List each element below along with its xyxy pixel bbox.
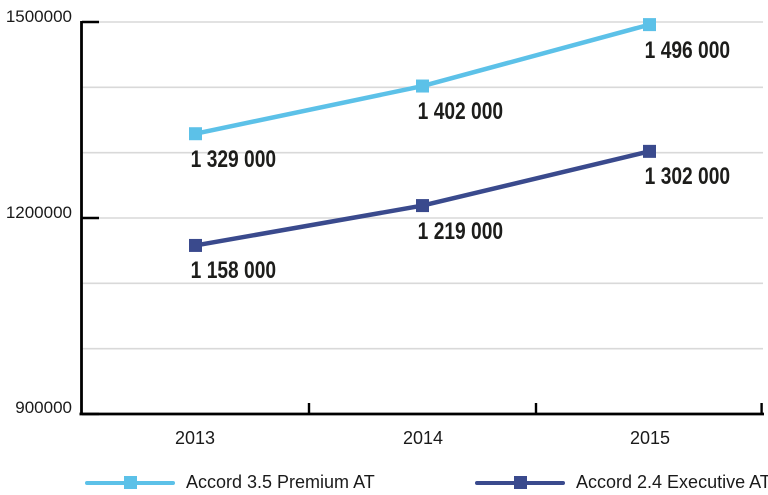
data-label-executive-2015: 1 302 000 xyxy=(618,165,758,189)
legend-item-premium: Accord 3.5 Premium AT xyxy=(85,470,375,495)
data-label-premium-2015: 1 496 000 xyxy=(618,36,758,64)
y-tick-label-900000: 900000 xyxy=(15,398,72,417)
data-label-text: 1 302 000 xyxy=(644,163,731,191)
legend-item-executive: Accord 2.4 Executive AT xyxy=(475,470,768,495)
legend-label-executive: Accord 2.4 Executive AT xyxy=(576,472,768,492)
legend-label-premium: Accord 3.5 Premium AT xyxy=(186,472,375,492)
x-tick-label-2013: 2013 xyxy=(174,428,216,448)
legend: Accord 3.5 Premium AT Accord 2.4 Executi… xyxy=(0,470,768,495)
legend-square-marker-executive-icon xyxy=(513,476,527,489)
data-label-premium-2014: 1 402 000 xyxy=(391,100,531,124)
legend-square-marker-premium-icon xyxy=(123,476,137,489)
y-tick-label-1500000: 1500000 xyxy=(5,7,72,26)
y-tick-label-1200000: 1200000 xyxy=(5,203,72,222)
data-label-executive-2014: 1 219 000 xyxy=(391,217,531,245)
data-label-premium-2013: 1 329 000 xyxy=(164,145,304,173)
x-tick-label-2015: 2015 xyxy=(629,428,671,448)
legend-line-swatch-executive-icon xyxy=(475,476,565,489)
data-label-text: 1 496 000 xyxy=(644,36,731,64)
data-label-text: 1 158 000 xyxy=(190,257,277,285)
data-label-executive-2013: 1 158 000 xyxy=(164,259,304,283)
data-label-text: 1 219 000 xyxy=(417,217,504,245)
legend-line-swatch-premium-icon xyxy=(85,476,175,489)
x-tick-label-2014: 2014 xyxy=(402,428,444,448)
data-label-text: 1 329 000 xyxy=(190,145,277,173)
data-label-text: 1 402 000 xyxy=(417,98,504,126)
